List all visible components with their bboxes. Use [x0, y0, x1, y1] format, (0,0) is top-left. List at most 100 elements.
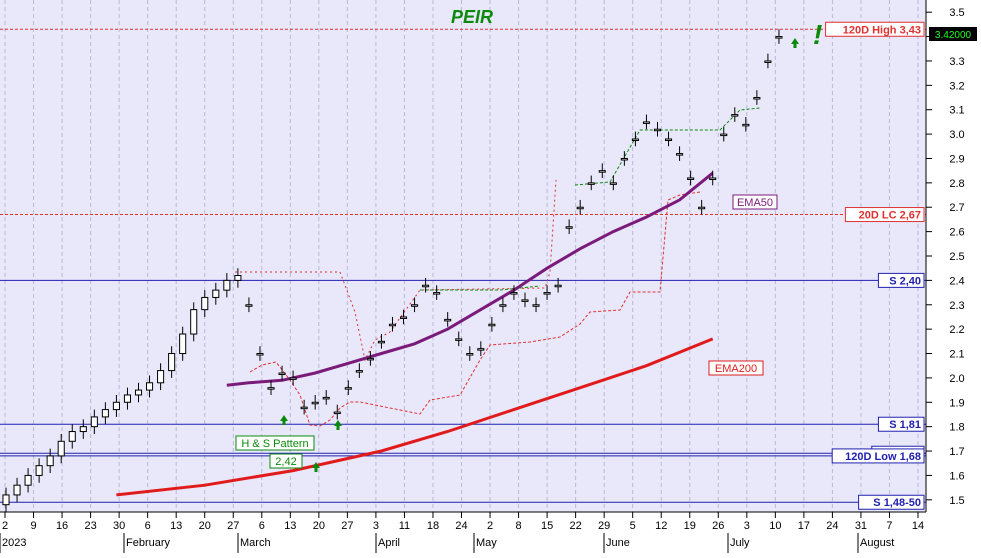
candle-body	[565, 226, 573, 229]
x-tick-label: 3	[744, 520, 750, 532]
x-tick-label: 13	[284, 520, 296, 532]
candle-body	[388, 323, 397, 327]
candle	[422, 277, 430, 293]
candle	[775, 29, 783, 44]
candle	[190, 302, 198, 342]
y-tick-label: 2.8	[949, 178, 964, 190]
candle-body	[543, 292, 551, 295]
candle	[720, 126, 728, 142]
y-axis: 1.5 1.6 1.7 1.8 1.9 2.0 2.1 2.2 2.3 2.4 2.5 2.6 2.7 2…	[925, 0, 981, 553]
candle-body	[267, 387, 275, 390]
candle	[444, 312, 452, 327]
level-label-box	[858, 494, 925, 510]
trailing-stops	[235, 107, 761, 427]
y-tick-label: 3.0	[949, 129, 964, 141]
y-tick-label: 1.5	[949, 495, 964, 507]
hs-pattern-label: H & S Pattern	[241, 438, 308, 450]
month-label: June	[606, 537, 630, 549]
last-price: 3.42000	[935, 30, 972, 41]
candle-body	[411, 304, 419, 307]
candle	[653, 121, 662, 137]
candle-body	[333, 411, 341, 415]
hs-annotation: H & S Pattern 2,42	[235, 435, 315, 469]
candle-body	[753, 97, 761, 100]
candle	[587, 175, 595, 191]
candle-body	[742, 123, 750, 127]
candle-body	[510, 292, 518, 295]
y-tick-label: 2.7	[949, 202, 964, 214]
y-tick-label: 1.9	[949, 397, 964, 409]
candle-body	[190, 309, 198, 335]
level-label: 120D Low 1,68	[845, 451, 921, 463]
up-arrow-icon	[791, 38, 799, 48]
candle-body	[687, 177, 695, 180]
candle	[278, 365, 286, 381]
month-label: 2023	[2, 537, 26, 549]
candle	[134, 382, 143, 403]
candle	[532, 297, 540, 313]
candle	[201, 290, 209, 317]
candle-body	[223, 279, 231, 291]
candle	[377, 334, 385, 349]
candle	[687, 170, 695, 186]
candle-body	[422, 284, 430, 288]
x-tick-label: 11	[399, 520, 410, 532]
candle-body	[488, 323, 496, 327]
y-tick-label: 2.0	[949, 373, 964, 385]
svg-text:EMA50: EMA50	[737, 197, 773, 209]
y-tick-label: 1.7	[949, 446, 964, 458]
candle	[521, 292, 529, 308]
candle	[212, 282, 220, 305]
candle	[146, 375, 154, 398]
candle-body	[477, 348, 485, 351]
candle-body	[366, 357, 374, 361]
trailing-stop-green	[420, 285, 541, 291]
candle-body	[90, 416, 98, 428]
series-ema200	[116, 337, 714, 497]
candle-body	[35, 465, 43, 476]
x-axis: 2 9 16 23 30 6 13 20 27 6 13 20 27 3 11 18 24 2 8 15 22 29 5 12…	[0, 511, 926, 553]
x-tick-label: 22	[570, 520, 582, 532]
candle-body	[433, 292, 441, 295]
candle-body	[642, 121, 650, 124]
level-label: S 1,81	[889, 419, 921, 431]
candle	[664, 131, 673, 147]
candle	[57, 433, 65, 464]
candle	[366, 351, 374, 366]
up-arrow-icon	[334, 420, 342, 430]
x-tick-label: 7	[886, 520, 892, 532]
candle-body	[444, 318, 452, 322]
svg-text:EMA200: EMA200	[715, 363, 757, 375]
candle-body	[234, 275, 242, 281]
x-tick-label: 2	[2, 520, 8, 532]
candle	[311, 394, 319, 410]
candle	[510, 285, 518, 300]
x-tick-label: 6	[145, 520, 151, 532]
candle	[433, 285, 441, 300]
candle-body	[455, 338, 463, 341]
level-label: S 2,40	[889, 275, 921, 287]
candle	[764, 53, 772, 69]
candle-body	[355, 370, 363, 373]
x-tick-label: 8	[516, 520, 522, 532]
candle	[543, 285, 551, 300]
candle-body	[123, 394, 132, 403]
candle-body	[344, 387, 352, 390]
y-tick-label: 3.5	[949, 7, 964, 19]
candle-body	[554, 284, 562, 288]
candle	[333, 404, 341, 420]
x-tick-label: 31	[855, 520, 867, 532]
ema50-label: EMA50	[732, 194, 778, 210]
candle-body	[720, 133, 728, 137]
y-tick-label: 2.6	[949, 227, 964, 239]
x-tick-label: 3	[373, 520, 379, 532]
candle	[46, 448, 54, 473]
x-tick-label: 24	[455, 520, 467, 532]
up-arrow-icon	[312, 462, 320, 472]
level-label-box	[877, 272, 925, 288]
candle	[123, 387, 132, 410]
candle-body	[256, 353, 264, 356]
level-label-box	[825, 21, 925, 37]
x-tick-label: 24	[826, 520, 838, 532]
